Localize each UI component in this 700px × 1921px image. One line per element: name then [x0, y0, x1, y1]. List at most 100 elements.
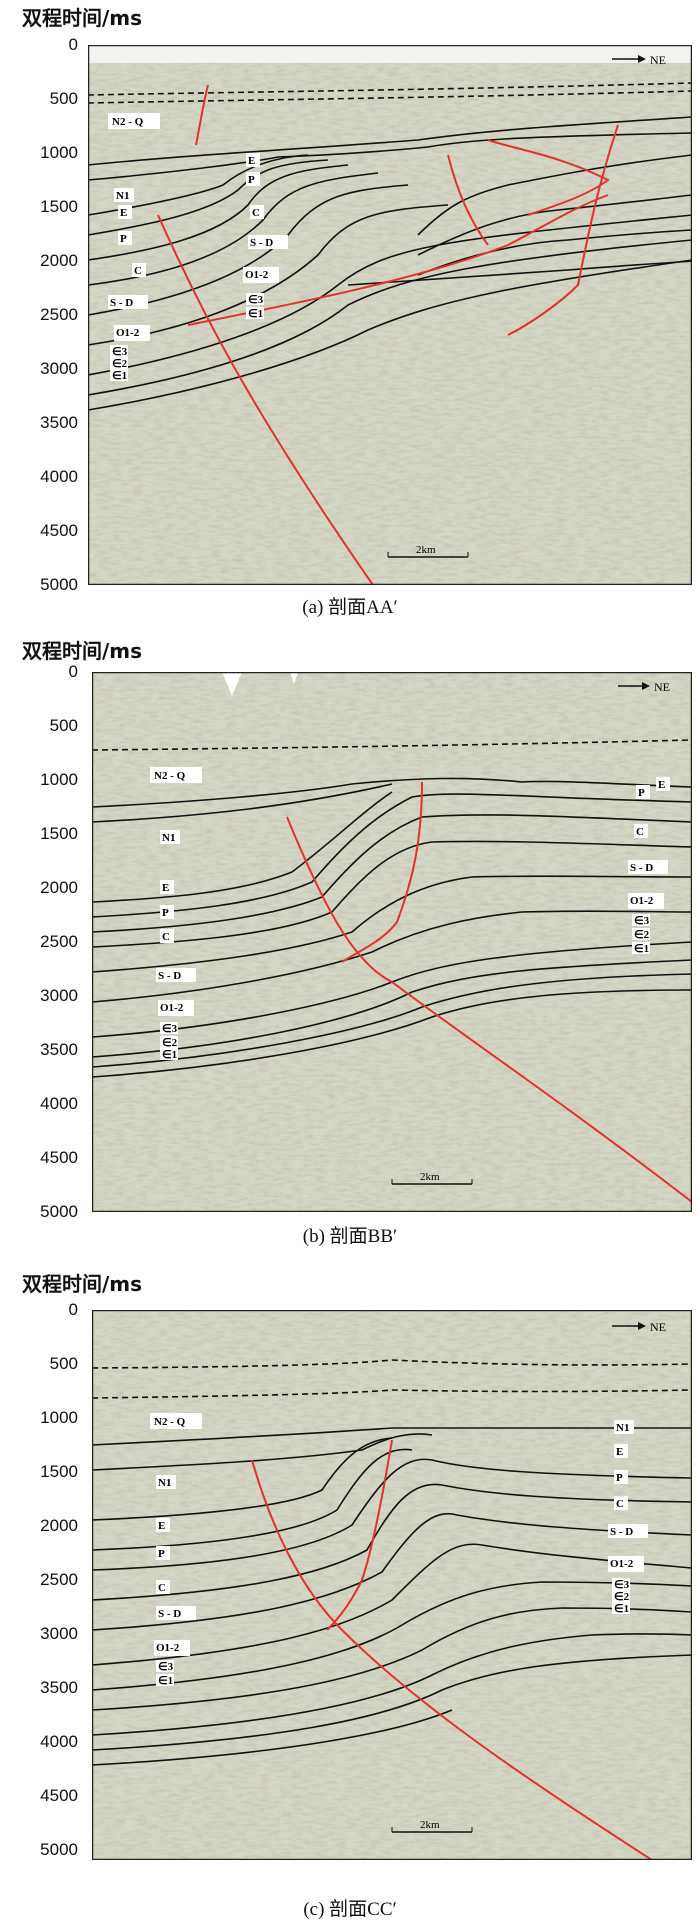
y-tick-label: 1000 — [40, 1408, 78, 1427]
y-tick-label: 5000 — [40, 1840, 78, 1859]
y-tick-label: 500 — [49, 1354, 78, 1373]
seismic-section: N2 - Q N1 E P C S - D O1-2 ∈3 ∈1 N1 E P … — [92, 1310, 692, 1860]
layer-label: C — [134, 265, 142, 277]
layer-label: P — [158, 1548, 165, 1560]
y-tick-label: 3500 — [40, 413, 78, 432]
y-tick-label: 4500 — [40, 521, 78, 540]
layer-label: O1-2 — [630, 895, 654, 907]
y-tick-label: 4000 — [40, 1094, 78, 1113]
layer-label: E — [162, 882, 169, 894]
surface-markers — [222, 672, 298, 696]
layer-label: ∈2 — [614, 1591, 630, 1603]
y-axis-title: 双程时间/ms — [22, 639, 143, 663]
y-tick-label: 1500 — [40, 824, 78, 843]
scale-bar: 2km — [387, 544, 469, 558]
layer-label: S - D — [110, 297, 133, 309]
layer-label: O1-2 — [160, 1002, 184, 1014]
layer-label: ∈3 — [614, 1579, 630, 1591]
seismic-section: N2 - Q N1 E P C S - D O1-2 ∈3 ∈2 ∈1 E P … — [88, 45, 692, 585]
layer-label: ∈1 — [248, 308, 263, 320]
y-tick-label: 4500 — [40, 1148, 78, 1167]
y-tick-label: 500 — [49, 89, 78, 108]
scale-label: 2km — [420, 1171, 440, 1183]
layer-label: P — [120, 233, 127, 245]
y-tick-label: 3000 — [40, 359, 78, 378]
scale-bar: 2km — [391, 1819, 473, 1833]
layer-label: ∈2 — [634, 929, 650, 941]
dashed-horizon — [88, 82, 692, 96]
layer-label: N1 — [616, 1422, 629, 1434]
layer-label: P — [616, 1472, 623, 1484]
y-tick-label: 2500 — [40, 1570, 78, 1589]
scale-label: 2km — [416, 544, 436, 556]
layer-label: N2 - Q — [154, 1416, 186, 1428]
y-tick-label: 2000 — [40, 1516, 78, 1535]
layer-label: C — [158, 1582, 166, 1594]
y-tick-label: 2500 — [40, 305, 78, 324]
panel-cc: 双程时间/ms 0 500 1000 1500 2000 2500 3000 3500 4000… — [0, 1268, 700, 1921]
y-tick-label: 2500 — [40, 932, 78, 951]
y-tick-label: 1000 — [40, 143, 78, 162]
faults — [157, 84, 619, 585]
layer-label: S - D — [610, 1526, 633, 1538]
layer-label: ∈1 — [614, 1603, 629, 1615]
layer-label: ∈3 — [248, 294, 264, 306]
orientation-arrow: NE — [612, 1320, 666, 1334]
layer-label: ∈3 — [162, 1023, 178, 1035]
layer-label: E — [616, 1446, 623, 1458]
ne-label: NE — [650, 53, 666, 67]
seismic-section: N2 - Q N1 E P C S - D O1-2 ∈3 ∈2 ∈1 E P … — [92, 672, 692, 1212]
y-tick-label: 0 — [68, 1300, 78, 1319]
layer-label: ∈3 — [112, 346, 128, 358]
caption-aa: (a) 剖面AA′ — [302, 597, 398, 618]
y-tick-label: 3500 — [40, 1040, 78, 1059]
layer-label: S - D — [158, 1608, 181, 1620]
y-tick-label: 3000 — [40, 986, 78, 1005]
layer-label: ∈2 — [162, 1037, 178, 1049]
layer-label: E — [248, 155, 255, 167]
layer-label: C — [636, 826, 644, 838]
caption-bb: (b) 剖面BB′ — [302, 1226, 398, 1247]
y-tick-label: 500 — [49, 716, 78, 735]
layer-label: E — [120, 207, 127, 219]
ne-label: NE — [650, 1320, 666, 1334]
y-axis-title: 双程时间/ms — [22, 1272, 143, 1296]
layer-label: ∈1 — [634, 943, 649, 955]
y-tick-label: 1500 — [40, 1462, 78, 1481]
panel-bb: 双程时间/ms 0 500 1000 1500 2000 2500 3000 3500 4000… — [0, 635, 700, 1260]
layer-labels: N2 - Q N1 E P C S - D O1-2 ∈3 ∈1 N1 E P … — [150, 1413, 648, 1687]
layer-label: C — [616, 1498, 624, 1510]
layer-label: C — [252, 207, 260, 219]
section-frame — [92, 672, 692, 1212]
y-tick-label: 0 — [68, 662, 78, 681]
ne-label: NE — [654, 680, 670, 694]
layer-labels: N2 - Q N1 E P C S - D O1-2 ∈3 ∈2 ∈1 E P … — [108, 113, 288, 382]
dashed-horizon — [92, 739, 692, 751]
y-tick-label: 0 — [68, 35, 78, 54]
y-tick-label: 3500 — [40, 1678, 78, 1697]
layer-label: O1-2 — [116, 327, 140, 339]
y-tick-label: 1000 — [40, 770, 78, 789]
layer-label: N1 — [116, 190, 129, 202]
section-frame — [88, 45, 692, 585]
scale-bar: 2km — [391, 1171, 473, 1185]
y-tick-label: 1500 — [40, 197, 78, 216]
seismic-texture — [88, 45, 692, 585]
layer-label: ∈3 — [158, 1661, 174, 1673]
layer-label: ∈3 — [634, 915, 650, 927]
layer-label: P — [248, 174, 255, 186]
dashed-horizon — [88, 90, 692, 104]
dashed-horizon — [92, 1389, 692, 1399]
layer-label: N2 - Q — [112, 116, 144, 128]
y-tick-label: 2000 — [40, 878, 78, 897]
layer-labels: N2 - Q N1 E P C S - D O1-2 ∈3 ∈2 ∈1 E P … — [150, 767, 670, 1061]
layer-label: N1 — [162, 832, 175, 844]
layer-label: O1-2 — [610, 1558, 634, 1570]
layer-label: ∈1 — [158, 1675, 173, 1687]
y-tick-label: 5000 — [40, 1202, 78, 1221]
y-tick-label: 5000 — [40, 575, 78, 594]
layer-label: P — [162, 907, 169, 919]
y-tick-label: 2000 — [40, 251, 78, 270]
scale-label: 2km — [420, 1819, 440, 1831]
layer-label: P — [638, 787, 645, 799]
